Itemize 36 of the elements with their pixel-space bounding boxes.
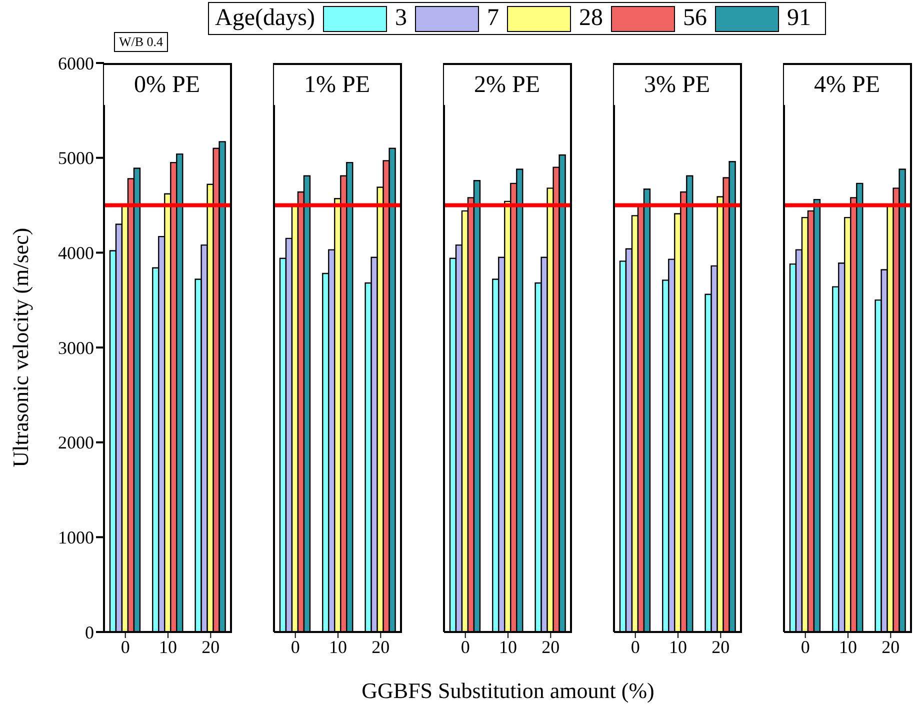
x-tick-label: 20 — [542, 636, 560, 657]
y-tick-label: 4000 — [58, 243, 94, 264]
legend-title: Age(days) — [215, 5, 315, 32]
chart-title: 4% PE — [784, 63, 912, 105]
x-tick-label: 20 — [372, 636, 390, 657]
y-tick-label: 5000 — [58, 148, 94, 168]
x-tick-label: 10 — [159, 636, 177, 657]
x-tick-label: 20 — [712, 636, 730, 657]
x-tick-label: 10 — [839, 636, 857, 657]
chart-title: 3% PE — [614, 63, 742, 105]
chart-title: 0% PE — [104, 63, 232, 105]
y-tick-label: 1000 — [58, 528, 94, 548]
x-tick-label: 10 — [329, 636, 347, 657]
y-tick-label: 6000 — [58, 53, 94, 74]
legend-label: 56 — [682, 5, 707, 32]
text: W/B 0.4 — [114, 32, 168, 52]
y-tick-label: 3000 — [58, 338, 94, 358]
x-tick-label: 20 — [882, 636, 900, 657]
x-tick-label: 0 — [460, 636, 470, 657]
legend-label: 28 — [578, 5, 603, 32]
y-tick-label: 0 — [85, 622, 94, 642]
x-tick-label: 0 — [630, 636, 640, 657]
chart-title: 1% PE — [274, 63, 402, 105]
y-tick-label: 2000 — [58, 432, 94, 453]
legend-label: 7 — [486, 5, 499, 32]
legend-label: 3 — [394, 5, 407, 32]
x-tick-label: 10 — [669, 636, 687, 657]
x-tick-label: 10 — [499, 636, 517, 657]
y-axis-title: Ultrasonic velocity (m/sec) — [8, 228, 33, 468]
x-tick-label: 0 — [120, 636, 130, 657]
chart-title: 2% PE — [444, 63, 572, 105]
x-tick-label: 20 — [202, 636, 220, 657]
x-axis-title: GGBFS Substitution amount (%) — [360, 678, 656, 704]
x-tick-label: 0 — [290, 636, 300, 657]
legend-label: 91 — [786, 5, 811, 32]
x-tick-label: 0 — [800, 636, 810, 657]
